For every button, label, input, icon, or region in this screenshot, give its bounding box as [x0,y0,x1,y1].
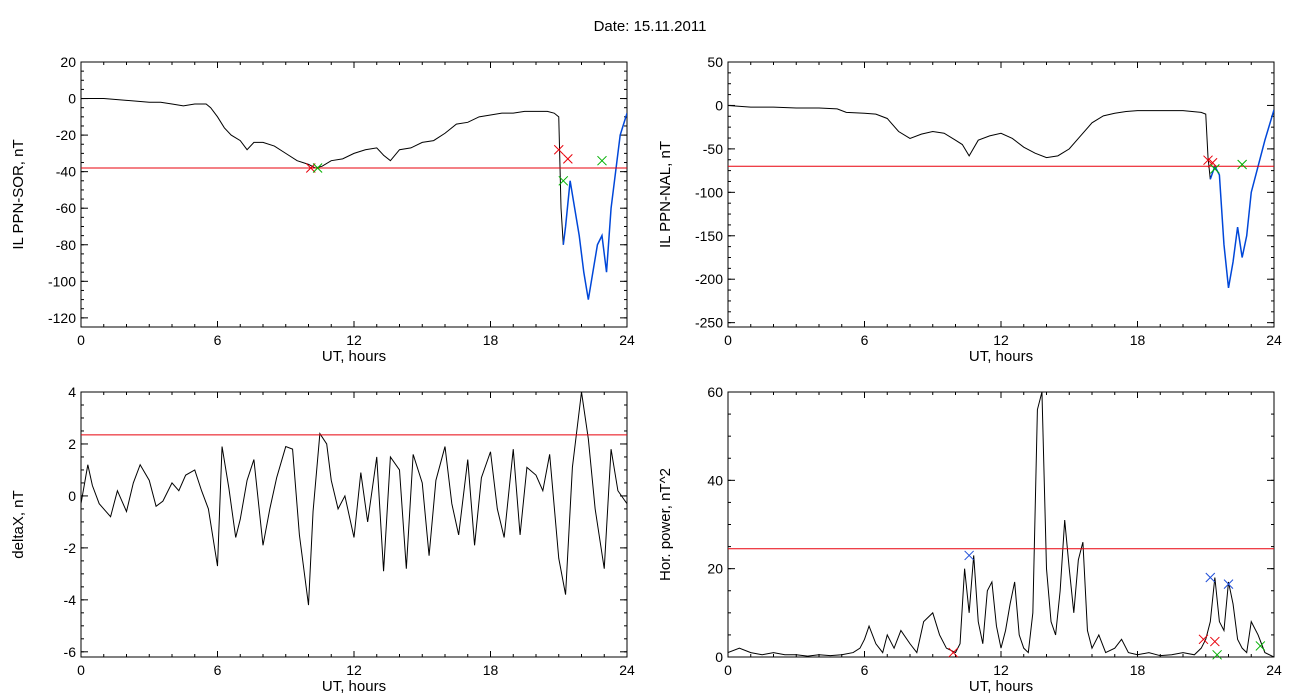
y-tick-label: 0 [68,91,76,107]
y-tick-label: -100 [48,273,76,289]
chart-panel-nal: 0 6 12 18 24 50 0 -50 -100 -150 -200 -250 UT, hours I… [657,54,1282,365]
y-tick-label: -20 [56,127,76,143]
y-tick-label: -6 [64,644,77,660]
x-tick-label: 18 [1130,332,1146,348]
x-tick-label: 6 [861,662,869,678]
marker-red-cross [1209,636,1220,647]
x-tick-label: 0 [77,662,85,678]
x-tick-label: 12 [993,332,1009,348]
y-tick-label: 0 [715,97,723,113]
marker-green-cross [1255,641,1266,651]
y-tick-label: -40 [56,164,76,180]
y-tick-label: -200 [695,271,723,287]
y-tick-label: -60 [56,200,76,216]
marker-green-cross [1237,159,1248,170]
x-tick-label: 6 [861,332,869,348]
chart-panel-deltax: 0 6 12 18 24 4 2 0 -2 -4 -6 UT, hours deltaX, nT [10,384,635,695]
marker-red-cross [1203,155,1213,166]
page-title: Date: 15.11.2011 [593,18,707,35]
x-tick-label: 0 [77,332,85,348]
x-axis-label: UT, hours [969,678,1033,695]
chart-panel-power: 0 6 12 18 24 60 40 20 0 UT, hours Hor. power, nT^2 [657,384,1282,695]
marker-red-cross [948,647,959,658]
series-line [81,98,564,245]
plot-frame [80,61,628,328]
chart-panel-sor: 0 6 12 18 24 20 0 -20 -40 -60 -80 -100 -120 UT, hours… [10,54,635,365]
y-tick-label: -80 [56,237,76,253]
x-tick-label: 18 [483,662,499,678]
series-line [728,104,1211,180]
x-tick-label: 12 [346,332,362,348]
plot-frame [727,61,1275,328]
series-line [728,392,1274,657]
marker-green-cross [1212,649,1222,660]
y-tick-label: -100 [695,184,723,200]
y-axis-label: IL PPN-SOR, nT [10,139,27,249]
x-tick-label: 6 [214,662,222,678]
x-axis-label: UT, hours [969,348,1033,365]
y-tick-label: -250 [695,315,723,331]
y-tick-label: 4 [68,384,76,400]
x-tick-label: 0 [724,662,732,678]
series-line-highlight [562,112,627,300]
x-tick-label: 18 [1130,662,1146,678]
y-tick-label: 20 [707,561,723,577]
marker-red-cross [1207,157,1218,168]
y-axis-label: IL PPN-NAL, nT [657,141,674,248]
y-tick-label: 0 [715,649,723,665]
x-tick-label: 6 [214,332,222,348]
marker-blue-cross [1223,579,1234,589]
y-tick-label: 40 [707,472,723,488]
y-tick-label: 50 [707,54,723,70]
marker-red-cross [305,163,316,173]
x-tick-label: 12 [346,662,362,678]
x-axis-label: UT, hours [322,348,386,365]
y-tick-label: -2 [64,540,77,556]
x-axis-label: UT, hours [322,678,386,695]
y-tick-label: -150 [695,228,723,244]
marker-red-cross [562,154,573,164]
y-tick-label: -4 [64,592,77,608]
plot-frame [80,391,628,658]
y-tick-label: 0 [68,488,76,504]
y-axis-label: Hor. power, nT^2 [657,468,674,581]
series-line [81,392,627,606]
x-tick-label: 24 [619,662,635,678]
x-tick-label: 12 [993,662,1009,678]
y-tick-label: -120 [48,310,76,326]
plot-frame [727,391,1275,658]
x-tick-label: 24 [619,332,635,348]
y-tick-label: 2 [68,436,76,452]
marker-red-cross [1198,634,1209,645]
marker-blue-cross [1205,572,1216,583]
y-tick-label: -50 [703,141,723,157]
x-tick-label: 24 [1266,662,1282,678]
marker-green-cross [597,155,607,166]
marker-green-cross [312,163,323,173]
marker-green-cross [558,175,569,186]
marker-green-cross [1209,164,1220,174]
y-tick-label: 60 [707,384,723,400]
marker-blue-cross [964,550,975,561]
y-axis-label: deltaX, nT [10,490,27,558]
y-tick-label: 20 [60,54,76,70]
x-tick-label: 24 [1266,332,1282,348]
x-tick-label: 0 [724,332,732,348]
series-line-highlight [1209,109,1274,289]
marker-red-cross [553,144,564,155]
x-tick-label: 18 [483,332,499,348]
